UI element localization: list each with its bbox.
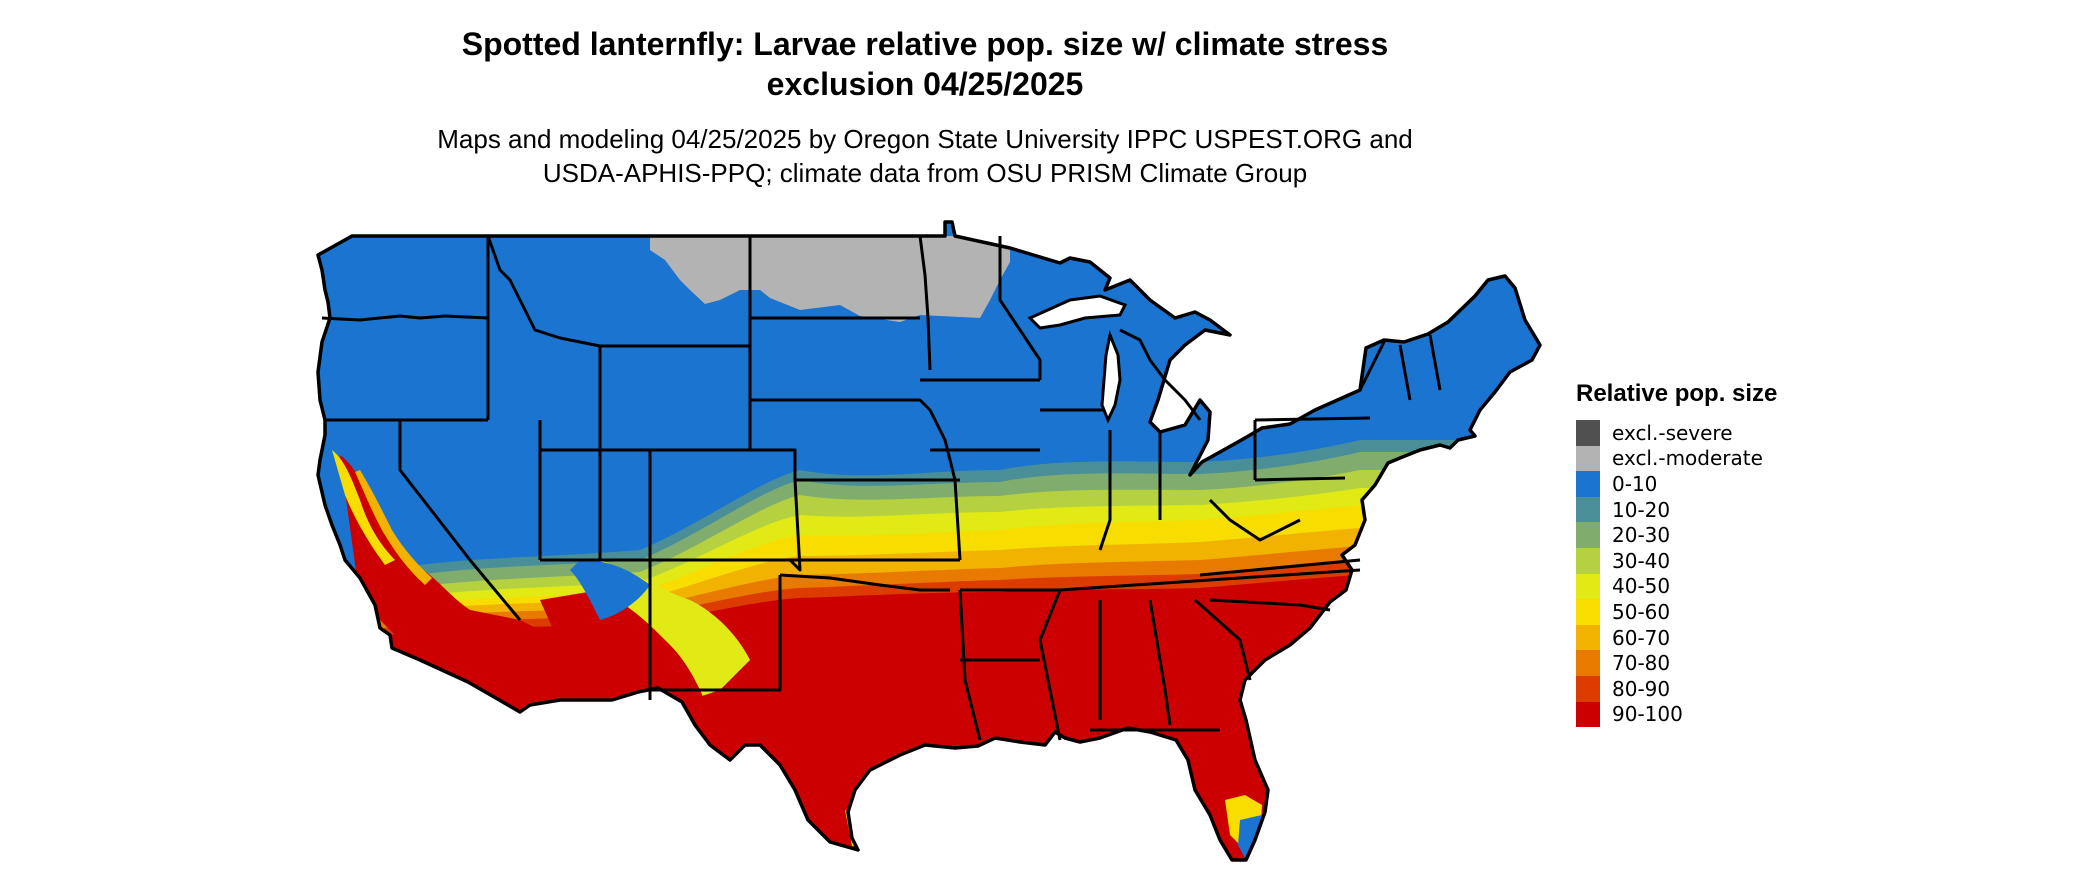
- map-title: Spotted lanternfly: Larvae relative pop.…: [0, 24, 1850, 104]
- zone-west-coast-red: [340, 455, 620, 712]
- map-subtitle: Maps and modeling 04/25/2025 by Oregon S…: [0, 122, 1850, 190]
- legend-swatch: [1576, 624, 1600, 651]
- legend-item: 70-80: [1576, 650, 1777, 676]
- border-tx-la: [958, 589, 982, 741]
- legend-label: 10-20: [1612, 497, 1671, 522]
- zone-southwest-blue: [570, 560, 650, 620]
- legend-swatch: [1576, 547, 1600, 574]
- border-nm-tx: [650, 575, 782, 692]
- title-line-1: Spotted lanternfly: Larvae relative pop.…: [461, 26, 1389, 62]
- border-ok-tx: [779, 573, 950, 592]
- border-sd-ne: [750, 398, 932, 412]
- legend-label: excl.-moderate: [1612, 446, 1763, 471]
- legend-label: 30-40: [1612, 548, 1671, 573]
- legend-label: 20-30: [1612, 523, 1671, 548]
- border-wa-or: [321, 314, 489, 322]
- lake-michigan: [1100, 329, 1122, 424]
- legend-item: 0-10: [1576, 471, 1777, 497]
- legend-item: 90-100: [1576, 701, 1777, 728]
- legend-item: 60-70: [1576, 624, 1777, 651]
- lake-superior: [1027, 294, 1128, 330]
- border-nh-me: [1428, 334, 1442, 391]
- legend-swatch: [1576, 420, 1600, 446]
- zone-west-coast-yellow: [332, 450, 395, 565]
- legend-label: 40-50: [1612, 574, 1671, 599]
- legend: Relative pop. size excl.-severe excl.-mod…: [1576, 380, 1778, 728]
- border-ms-river: [1038, 589, 1062, 741]
- border-ga-sc: [1194, 598, 1252, 681]
- legend-label: 0-10: [1612, 471, 1658, 496]
- border-ny-new-england: [1358, 339, 1387, 391]
- border-ne-ks: [750, 448, 960, 482]
- title-line-2: exclusion 04/25/2025: [766, 66, 1084, 102]
- border-pa-ny: [1254, 416, 1371, 422]
- legend-label: excl.-severe: [1612, 420, 1733, 445]
- legend-swatch: [1576, 573, 1600, 600]
- legend-label: 60-70: [1612, 625, 1671, 650]
- legend-item: 80-90: [1576, 675, 1777, 702]
- legend-label: 50-60: [1612, 599, 1671, 624]
- legend-item: 40-50: [1576, 573, 1777, 600]
- legend-label: 90-100: [1612, 702, 1683, 727]
- legend-item: 10-20: [1576, 496, 1777, 523]
- border-vt-nh: [1398, 344, 1412, 401]
- legend-label: 80-90: [1612, 676, 1671, 701]
- legend-swatch: [1576, 650, 1600, 676]
- border-nc-sc: [1209, 598, 1331, 612]
- legend-item: 50-60: [1576, 599, 1777, 625]
- subtitle-line-1: Maps and modeling 04/25/2025 by Oregon S…: [437, 124, 1413, 154]
- border-al-ga: [1148, 599, 1172, 726]
- state-boundaries: [321, 235, 1442, 741]
- population-zones: [318, 222, 1540, 860]
- legend-item: 20-30: [1576, 522, 1777, 548]
- subtitle-line-2: USDA-APHIS-PPQ; climate data from OSU PR…: [542, 158, 1308, 188]
- border-mo-west: [928, 409, 962, 561]
- legend-items: excl.-severe excl.-moderate 0-10 10-20 20-30…: [1576, 420, 1777, 728]
- legend-swatch: [1576, 445, 1600, 472]
- border-mn-wi: [998, 236, 1042, 380]
- lakes: [1027, 294, 1128, 424]
- legend-swatch: [1576, 675, 1600, 702]
- border-pa-md: [1254, 476, 1346, 482]
- zone-excl-moderate: [650, 236, 1010, 322]
- border-nv-ca: [398, 420, 522, 621]
- legend-swatch: [1576, 496, 1600, 523]
- legend-title: Relative pop. size: [1576, 380, 1778, 407]
- legend-item: excl.-moderate: [1576, 445, 1777, 472]
- border-va-nc: [1199, 558, 1361, 577]
- legend-swatch: [1576, 471, 1600, 497]
- legend-item: excl.-severe: [1576, 420, 1777, 446]
- border-il-in: [1098, 430, 1112, 551]
- legend-swatch: [1576, 599, 1600, 625]
- border-wv-va: [1208, 498, 1301, 542]
- zone-southwest-red: [540, 590, 710, 712]
- border-ky-tn: [1059, 568, 1361, 592]
- legend-swatch: [1576, 522, 1600, 548]
- zone-california-valley-yellow: [355, 470, 432, 585]
- legend-label: 70-80: [1612, 651, 1671, 676]
- border-dakotas-mn: [918, 235, 932, 371]
- legend-item: 30-40: [1576, 547, 1777, 574]
- border-mi-peninsula: [1119, 328, 1202, 421]
- border-id-east-mt: [486, 235, 601, 348]
- legend-swatch: [1576, 701, 1600, 728]
